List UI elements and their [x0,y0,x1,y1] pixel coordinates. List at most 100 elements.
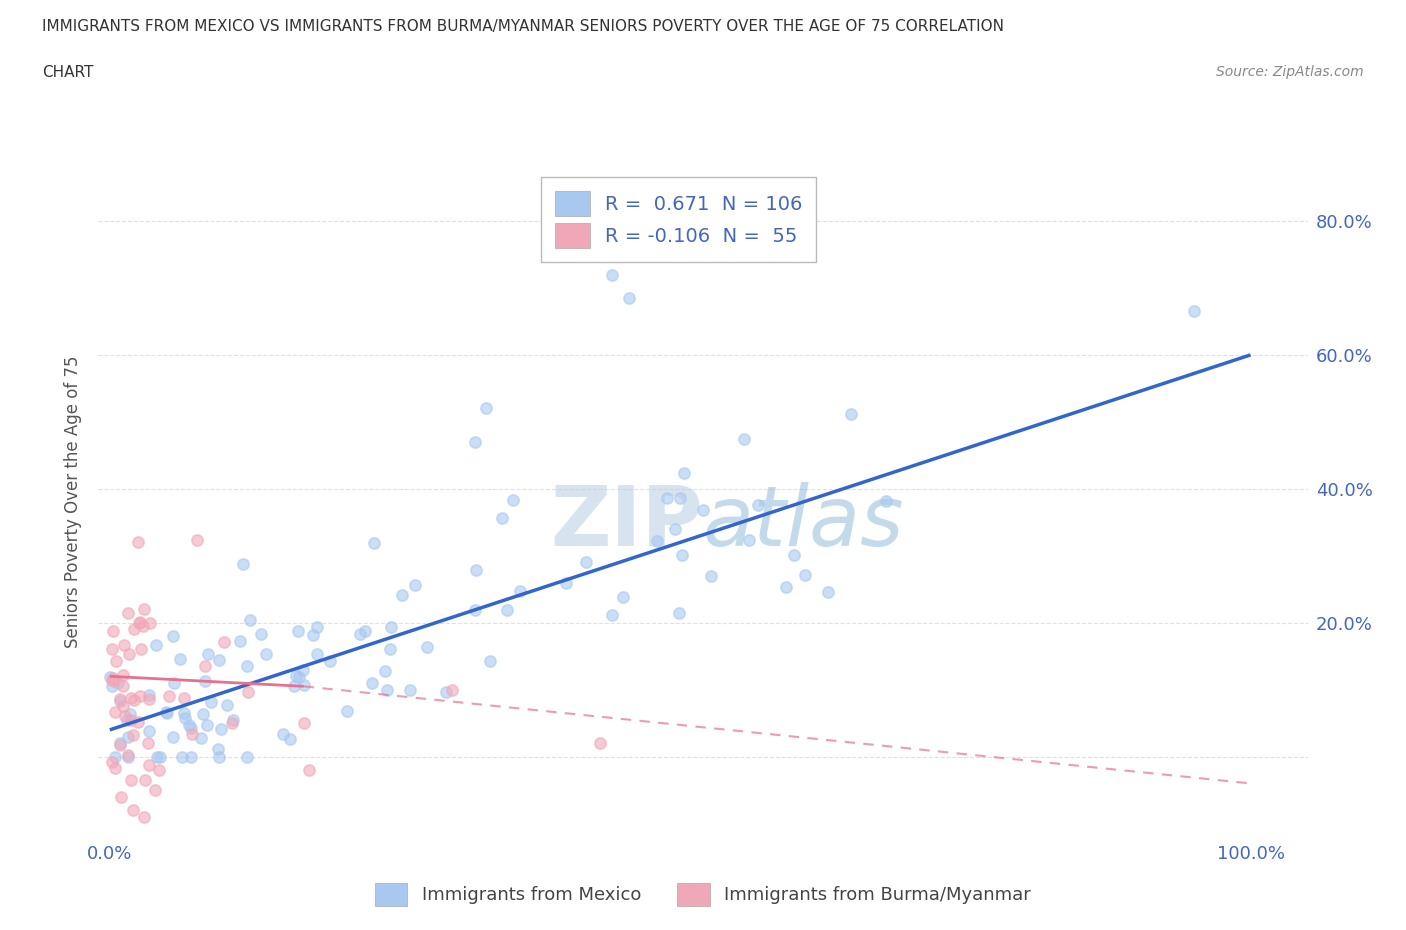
Point [173,711,195,725]
Point [132,602,155,617]
Point [793,568,815,583]
Point [292,716,315,731]
Point [117,748,139,763]
Point [464,603,486,618]
Point [875,494,897,509]
Point [128,616,150,631]
Point [349,627,371,642]
Point [104,705,127,720]
Point [416,640,439,655]
Point [127,715,149,730]
Legend: Immigrants from Mexico, Immigrants from Burma/Myanmar: Immigrants from Mexico, Immigrants from … [366,874,1040,915]
Point [378,641,401,656]
Point [600,267,623,282]
Point [699,568,721,583]
Point [121,728,143,743]
Point [129,642,152,657]
Point [380,619,402,634]
Point [207,742,229,757]
Point [655,490,678,505]
Point [132,809,155,824]
Point [404,578,426,592]
Point [177,717,200,732]
Text: IMMIGRANTS FROM MEXICO VS IMMIGRANTS FROM BURMA/MYANMAR SENIORS POVERTY OVER THE: IMMIGRANTS FROM MEXICO VS IMMIGRANTS FRO… [42,19,1004,33]
Point [157,688,180,703]
Point [134,773,156,788]
Point [783,547,806,562]
Point [399,683,422,698]
Point [197,646,219,661]
Point [374,664,396,679]
Point [441,683,464,698]
Point [138,687,160,702]
Point [284,669,307,684]
Point [839,406,862,421]
Point [491,511,513,525]
Point [122,693,145,708]
Point [600,608,623,623]
Point [120,691,142,706]
Point [671,548,693,563]
Point [110,694,132,709]
Point [200,695,222,710]
Point [128,615,150,630]
Point [118,707,141,722]
Point [292,662,315,677]
Text: Source: ZipAtlas.com: Source: ZipAtlas.com [1216,65,1364,79]
Point [127,535,149,550]
Point [114,638,136,653]
Point [162,629,184,644]
Point [235,750,257,764]
Point [222,712,245,727]
Point [108,691,131,706]
Point [101,755,124,770]
Point [733,432,755,446]
Text: CHART: CHART [42,65,94,80]
Point [136,736,159,751]
Point [250,627,273,642]
Point [163,675,186,690]
Point [673,466,696,481]
Point [132,618,155,633]
Point [110,737,132,752]
Point [479,654,502,669]
Point [120,712,142,727]
Point [288,670,311,684]
Point [391,588,413,603]
Point [98,670,121,684]
Point [117,750,139,764]
Point [502,492,524,507]
Point [173,706,195,721]
Point [254,646,277,661]
Point [555,575,578,590]
Point [103,671,125,685]
Point [208,750,231,764]
Point [107,675,129,690]
Point [108,736,131,751]
Point [101,672,124,687]
Point [190,731,212,746]
Point [121,803,143,817]
Point [173,690,195,705]
Point [465,563,488,578]
Point [669,490,692,505]
Point [817,584,839,599]
Point [236,659,259,674]
Point [169,652,191,667]
Point [103,624,125,639]
Point [155,704,177,719]
Point [692,503,714,518]
Point [232,557,254,572]
Point [194,673,217,688]
Point [193,706,215,721]
Point [105,654,128,669]
Point [194,659,217,674]
Point [336,704,359,719]
Point [229,633,252,648]
Point [747,498,769,512]
Point [287,623,309,638]
Point [363,536,385,551]
Point [172,750,194,764]
Point [186,533,208,548]
Point [118,646,141,661]
